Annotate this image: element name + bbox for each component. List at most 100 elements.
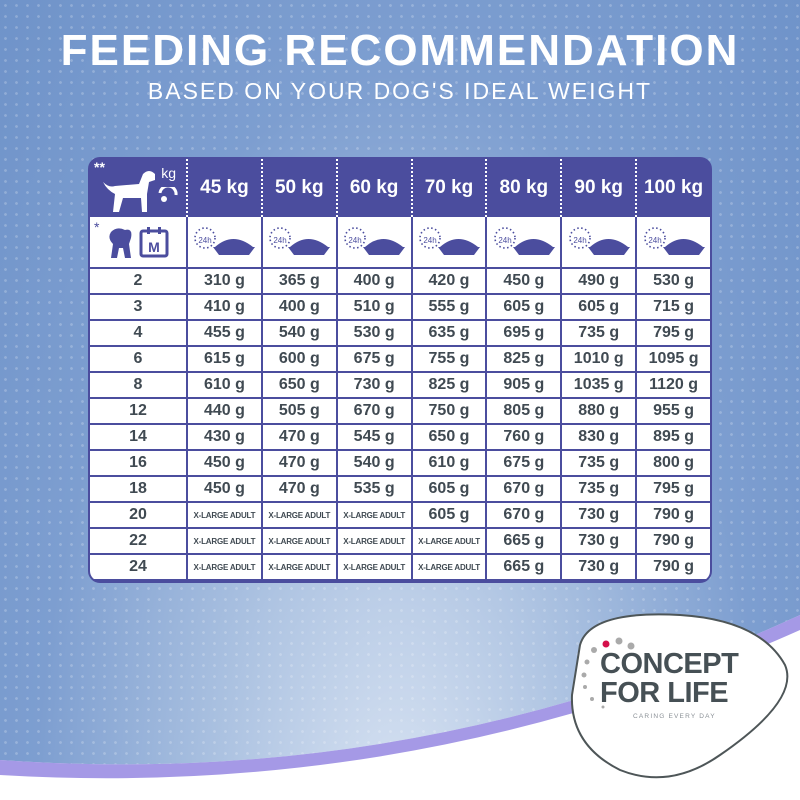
- portion-cell: 895 g: [637, 425, 710, 449]
- portion-cell: 755 g: [412, 347, 486, 371]
- portion-cell: 420 g: [412, 269, 486, 293]
- feeding-table: ** kg 45 kg 50 kg 60 kg 70 kg 80 kg 90 kg 100 …: [88, 157, 712, 583]
- table-row: 16 450 g 470 g 540 g 610 g 675 g 735 g 800 g: [90, 451, 710, 477]
- portion-cell: 605 g: [562, 295, 636, 319]
- portion-cell: 665 g: [487, 555, 561, 579]
- portion-cell: 650 g: [262, 373, 336, 397]
- portion-cell: 955 g: [637, 399, 710, 423]
- portion-cell: 530 g: [637, 269, 710, 293]
- table-row: 20 X-LARGE ADULT X-LARGE ADULT X-LARGE ADUL…: [90, 503, 710, 529]
- portion-cell: 760 g: [487, 425, 561, 449]
- table-row: 12 440 g 505 g 670 g 750 g 805 g 880 g 955 g: [90, 399, 710, 425]
- age-cell: 8: [90, 373, 186, 397]
- puppy-icon: [109, 228, 132, 258]
- portion-cell: 650 g: [412, 425, 486, 449]
- portion-cell: 790 g: [637, 529, 710, 553]
- portion-cell: 905 g: [487, 373, 561, 397]
- age-cell: 16: [90, 451, 186, 475]
- portion-cell: 545 g: [337, 425, 411, 449]
- portion-cell: 530 g: [337, 321, 411, 345]
- portion-cell: 805 g: [487, 399, 561, 423]
- portion-cell: X-LARGE ADULT: [412, 555, 486, 579]
- portion-cell: 695 g: [487, 321, 561, 345]
- portion-cell: 455 g: [188, 321, 261, 345]
- age-cell: 14: [90, 425, 186, 449]
- portion-cell: 715 g: [637, 295, 710, 319]
- portion-cell: X-LARGE ADULT: [412, 529, 486, 553]
- portion-cell: 730 g: [562, 555, 636, 579]
- portion-cell: 825 g: [412, 373, 486, 397]
- portion-cell: 795 g: [637, 477, 710, 501]
- portion-cell: 675 g: [487, 451, 561, 475]
- table-row: 24 X-LARGE ADULT X-LARGE ADULT X-LARGE ADUL…: [90, 555, 710, 581]
- weight-column-header: 80 kg: [485, 159, 560, 217]
- portion-cell: 675 g: [337, 347, 411, 371]
- portion-cell: 615 g: [188, 347, 261, 371]
- logo-line2: FOR LIFE: [600, 677, 729, 709]
- age-icon-row: * M 24h 24h 24h 24h 24h 24h 24h: [90, 217, 710, 269]
- portion-cell: X-LARGE ADULT: [262, 529, 336, 553]
- age-cell: 12: [90, 399, 186, 423]
- weight-column-header: 45 kg: [186, 159, 261, 217]
- portion-cell: 750 g: [412, 399, 486, 423]
- age-corner-cell: * M: [90, 217, 186, 267]
- portion-cell: X-LARGE ADULT: [188, 555, 261, 579]
- portion-cell: 450 g: [487, 269, 561, 293]
- daily-bowl-icon: 24h: [337, 217, 411, 267]
- weight-column-header: 60 kg: [335, 159, 411, 217]
- page-title: FEEDING RECOMMENDATION: [60, 26, 740, 75]
- portion-cell: 450 g: [188, 451, 261, 475]
- interval-label: 24h: [348, 236, 361, 245]
- portion-cell: 470 g: [262, 451, 336, 475]
- portion-cell: 825 g: [487, 347, 561, 371]
- portion-cell: 735 g: [562, 321, 636, 345]
- table-row: 18 450 g 470 g 535 g 605 g 670 g 735 g 795 g: [90, 477, 710, 503]
- interval-label: 24h: [498, 236, 511, 245]
- table-row: 2 310 g 365 g 400 g 420 g 450 g 490 g 530 g: [90, 269, 710, 295]
- portion-cell: 470 g: [262, 477, 336, 501]
- weight-column-header: 100 kg: [635, 159, 710, 217]
- age-cell: 2: [90, 269, 186, 293]
- portion-cell: 535 g: [337, 477, 411, 501]
- weight-header-row: ** kg 45 kg 50 kg 60 kg 70 kg 80 kg 90 kg 100 …: [90, 159, 710, 217]
- portion-cell: 795 g: [637, 321, 710, 345]
- daily-bowl-icon: 24h: [562, 217, 636, 267]
- age-cell: 18: [90, 477, 186, 501]
- portion-cell: 790 g: [637, 503, 710, 527]
- table-row: 3 410 g 400 g 510 g 555 g 605 g 605 g 715 g: [90, 295, 710, 321]
- portion-cell: X-LARGE ADULT: [188, 503, 261, 527]
- daily-bowl-icon: 24h: [412, 217, 486, 267]
- daily-bowl-icon: 24h: [188, 217, 261, 267]
- portion-cell: 665 g: [487, 529, 561, 553]
- portion-cell: 635 g: [412, 321, 486, 345]
- weight-corner-cell: ** kg: [90, 159, 186, 217]
- portion-cell: 1120 g: [637, 373, 710, 397]
- portion-cell: X-LARGE ADULT: [188, 529, 261, 553]
- portion-cell: 510 g: [337, 295, 411, 319]
- daily-bowl-icon: 24h: [487, 217, 561, 267]
- portion-cell: 880 g: [562, 399, 636, 423]
- weight-column-header: 50 kg: [260, 159, 336, 217]
- portion-cell: 400 g: [262, 295, 336, 319]
- portion-cell: 790 g: [637, 555, 710, 579]
- portion-cell: 830 g: [562, 425, 636, 449]
- page-subtitle: BASED ON YOUR DOG'S IDEAL WEIGHT: [147, 78, 653, 104]
- interval-label: 24h: [199, 236, 212, 245]
- portion-cell: 730 g: [337, 373, 411, 397]
- portion-cell: 1035 g: [562, 373, 636, 397]
- weight-column-header: 90 kg: [560, 159, 635, 217]
- portion-cell: 555 g: [412, 295, 486, 319]
- portion-cell: 430 g: [188, 425, 261, 449]
- portion-cell: 730 g: [562, 503, 636, 527]
- portion-cell: 610 g: [412, 451, 486, 475]
- portion-cell: 605 g: [412, 503, 486, 527]
- portion-cell: 605 g: [412, 477, 486, 501]
- table-body: 2 310 g 365 g 400 g 420 g 450 g 490 g 530 g 3 410…: [90, 269, 710, 581]
- portion-cell: 1095 g: [637, 347, 710, 371]
- calendar-month-icon: M: [139, 227, 169, 258]
- interval-label: 24h: [573, 236, 586, 245]
- portion-cell: 365 g: [262, 269, 336, 293]
- portion-cell: 670 g: [487, 477, 561, 501]
- portion-cell: X-LARGE ADULT: [262, 503, 336, 527]
- portion-cell: 670 g: [337, 399, 411, 423]
